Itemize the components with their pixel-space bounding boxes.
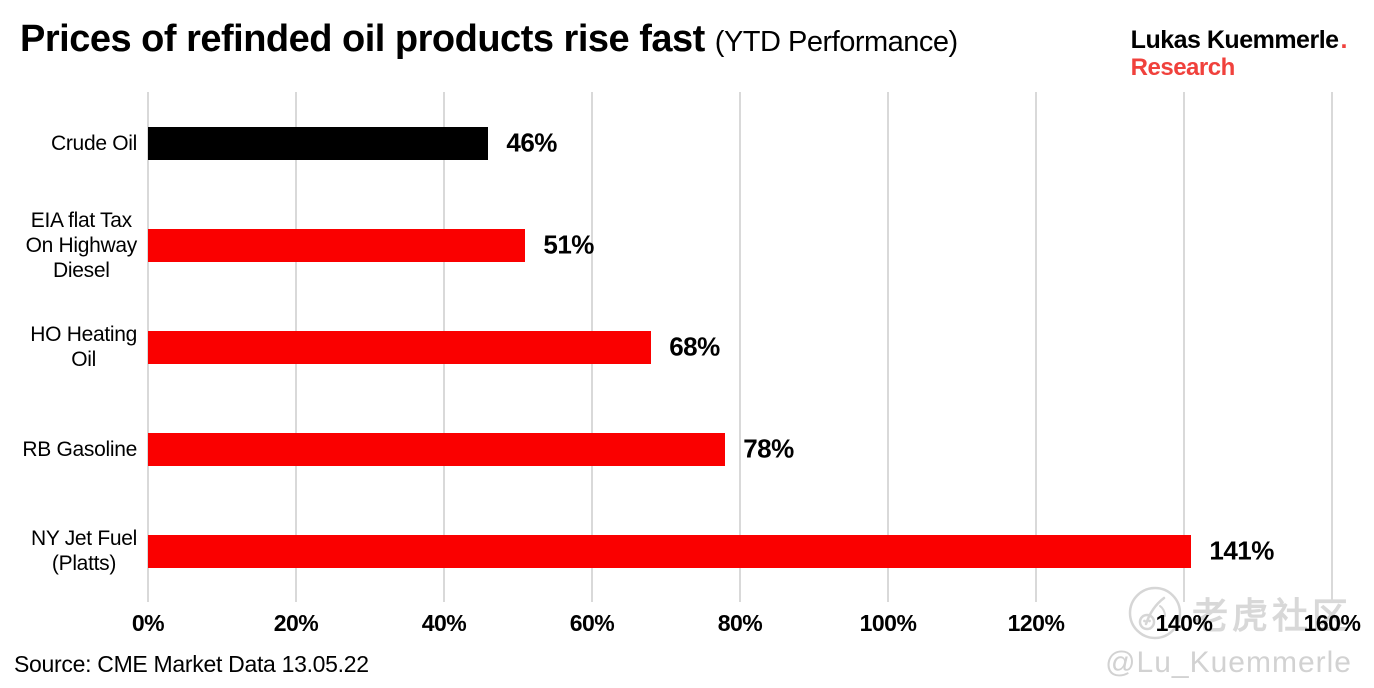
- category-label-ny-jet-fuel: NY Jet Fuel (Platts): [0, 500, 137, 602]
- value-label-eia-flat-tax: 51%: [543, 229, 594, 260]
- value-label-rb-gasoline: 78%: [743, 433, 794, 464]
- tiger-watermark-icon: [1128, 586, 1182, 640]
- value-label-ho-heating: 68%: [669, 331, 720, 362]
- x-tick-label-160%: 160%: [1303, 610, 1361, 636]
- x-tick-label-80%: 80%: [717, 610, 763, 636]
- bar-ho-heating: [148, 330, 652, 364]
- x-tick-label-40%: 40%: [421, 610, 467, 636]
- gridline-100%: [887, 92, 889, 602]
- x-tick-label-100%: 100%: [859, 610, 917, 636]
- value-label-ny-jet-fuel: 141%: [1209, 535, 1274, 566]
- category-label-rb-gasoline: RB Gasoline: [0, 398, 137, 500]
- category-label-crude-oil: Crude Oil: [0, 92, 137, 194]
- brand-logo-dot: .: [1340, 26, 1348, 54]
- x-tick-label-140%: 140%: [1155, 610, 1213, 636]
- chart-title-sub: (YTD Performance): [714, 26, 958, 58]
- brand-logo-name-text: Lukas Kuemmerle: [1130, 26, 1339, 54]
- watermark-handle: @Lu_Kuemmerle: [1105, 646, 1352, 679]
- brand-logo-research: Research: [1130, 54, 1236, 81]
- chart-title: Prices of refinded oil products rise fas…: [20, 18, 958, 61]
- bar-crude-oil: [148, 126, 489, 160]
- category-label-ho-heating: HO Heating Oil: [0, 296, 137, 398]
- gridline-160%: [1331, 92, 1333, 602]
- value-label-crude-oil: 46%: [506, 127, 557, 158]
- watermark: 老虎社区 @Lu_Kuemmerle: [1105, 584, 1352, 680]
- bar-eia-flat-tax: [148, 228, 526, 262]
- category-label-text: HO Heating Oil: [30, 323, 137, 371]
- x-axis: 0% 20% 40% 60% 80% 100% 120% 140% 160%: [132, 610, 1361, 640]
- gridline-140%: [1183, 92, 1185, 602]
- category-axis: Crude Oil EIA flat Tax On Highway Diesel HO …: [0, 92, 137, 602]
- x-tick-label-120%: 120%: [1007, 610, 1065, 636]
- category-label-text: RB Gasoline: [22, 437, 137, 461]
- category-label-text: NY Jet Fuel (Platts): [30, 527, 137, 575]
- source-note: Source: CME Market Data 13.05.22: [14, 651, 369, 677]
- category-label-eia-flat-tax: EIA flat Tax On Highway Diesel: [0, 194, 138, 296]
- plot-area: 46% 51% 68% 78% 141%: [147, 92, 1333, 602]
- chart-title-main: Prices of refinded oil products rise fas…: [20, 18, 705, 60]
- brand-logo: Lukas Kuemmerle. Research: [1130, 26, 1348, 81]
- gridline-120%: [1035, 92, 1037, 602]
- gridline-80%: [739, 92, 741, 602]
- category-label-text: EIA flat Tax On Highway Diesel: [25, 208, 138, 282]
- x-tick-label-60%: 60%: [569, 610, 615, 636]
- category-label-text: Crude Oil: [51, 131, 137, 155]
- bar-ny-jet-fuel: [148, 534, 1192, 568]
- brand-logo-name: Lukas Kuemmerle.: [1130, 26, 1348, 54]
- x-tick-label-20%: 20%: [273, 610, 319, 636]
- x-tick-label-0%: 0%: [131, 610, 165, 636]
- bar-rb-gasoline: [148, 432, 726, 466]
- watermark-community-text: 老虎社区: [1191, 595, 1352, 636]
